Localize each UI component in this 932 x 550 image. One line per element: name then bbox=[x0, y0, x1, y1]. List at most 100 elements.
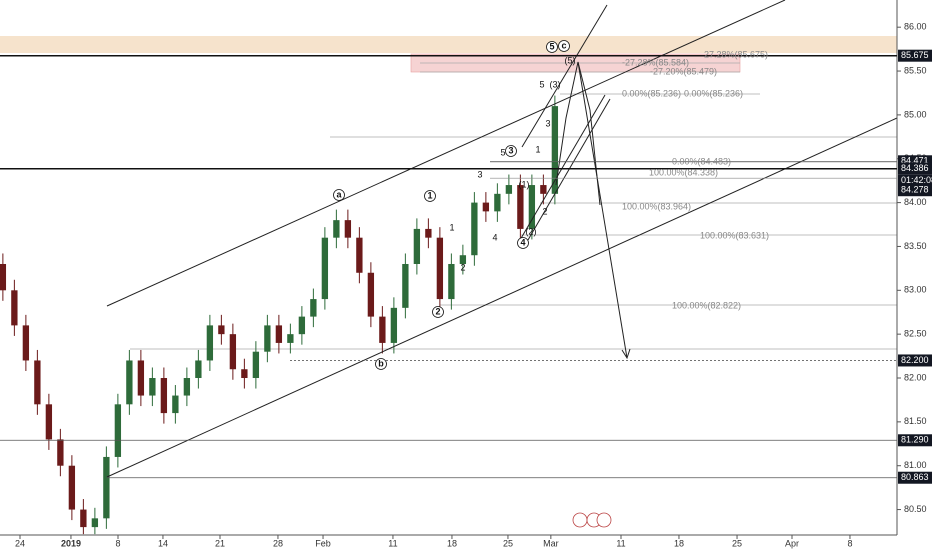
wave-label: (2) bbox=[526, 226, 537, 236]
wave-circle bbox=[424, 190, 436, 202]
candle-body bbox=[57, 439, 64, 466]
wave-label: 3 bbox=[508, 145, 513, 155]
drawings bbox=[106, 0, 898, 478]
candles bbox=[0, 95, 559, 535]
event-icon bbox=[572, 512, 588, 528]
wave-circle bbox=[333, 189, 345, 201]
price-label-box bbox=[898, 354, 932, 367]
candle-body bbox=[505, 185, 513, 194]
candle-body bbox=[494, 193, 501, 212]
candle-body bbox=[22, 325, 30, 361]
wave-label: 3 bbox=[477, 169, 482, 179]
x-tick-label: 8 bbox=[115, 538, 120, 548]
candle-body bbox=[540, 185, 547, 194]
x-tick-label: Apr bbox=[785, 538, 799, 548]
y-tick-label: 81.50 bbox=[904, 416, 927, 426]
wave-label: 2 bbox=[460, 262, 465, 272]
price-label: 84.278 bbox=[901, 185, 929, 195]
candle-body bbox=[172, 395, 179, 414]
y-tick-label: 82.50 bbox=[904, 329, 927, 339]
candle-body bbox=[471, 202, 478, 256]
price-label: 84.386 bbox=[901, 163, 929, 173]
candle-body bbox=[356, 237, 363, 273]
fib-label: -27.20%(85.479) bbox=[650, 66, 717, 76]
candle-body bbox=[459, 255, 467, 264]
candle-body bbox=[160, 378, 168, 414]
countdown: 01:42:08 bbox=[901, 175, 932, 185]
fib-label: 100.00%(83.631) bbox=[700, 230, 769, 240]
candle-body bbox=[91, 518, 99, 528]
fib-lines bbox=[130, 62, 897, 350]
candle-body bbox=[103, 456, 110, 519]
candle-body bbox=[80, 509, 87, 528]
wave-circle bbox=[505, 145, 517, 157]
candle-body bbox=[310, 299, 317, 317]
candle-body bbox=[482, 202, 490, 212]
wave-label: 5 bbox=[500, 147, 505, 157]
candle-body bbox=[149, 378, 156, 396]
candle-body bbox=[264, 325, 271, 352]
wave-label: 2 bbox=[542, 206, 547, 216]
candle-body bbox=[11, 290, 18, 326]
candle-body bbox=[218, 325, 225, 335]
y-tick-label: 86.00 bbox=[904, 22, 927, 32]
wave-label: 5 bbox=[539, 79, 544, 89]
price-label: 85.675 bbox=[901, 50, 929, 60]
candle-body bbox=[390, 307, 398, 343]
arrow-head bbox=[621, 348, 631, 360]
price-label: 81.290 bbox=[901, 435, 929, 445]
fib-label: 100.00%(83.964) bbox=[622, 201, 691, 211]
x-tick-label: 25 bbox=[732, 538, 742, 548]
wave-path bbox=[589, 109, 601, 206]
fib-label: 100.00%(84.338) bbox=[649, 167, 718, 177]
price-label-box bbox=[898, 162, 932, 175]
candle-body bbox=[114, 404, 122, 457]
wave-label: 2 bbox=[435, 306, 440, 316]
x-tick-label: 14 bbox=[158, 538, 168, 548]
wave-circle bbox=[558, 40, 570, 52]
wave-label: 3 bbox=[545, 118, 550, 128]
price-label-box bbox=[898, 471, 932, 484]
wave-label: 1 bbox=[535, 144, 540, 154]
candle-body bbox=[379, 316, 386, 343]
y-tick-label: 83.00 bbox=[904, 285, 927, 295]
candle-body bbox=[425, 228, 432, 238]
wave-label: 5 bbox=[549, 41, 554, 51]
wave-label: (3) bbox=[550, 79, 561, 89]
candle-body bbox=[413, 228, 421, 264]
candle-body bbox=[137, 360, 145, 396]
candle-body bbox=[0, 263, 7, 291]
wave-label: 1 bbox=[449, 222, 454, 232]
x-tick-label: 18 bbox=[447, 538, 457, 548]
price-label: 80.863 bbox=[901, 472, 929, 482]
x-tick-label: 21 bbox=[215, 538, 225, 548]
y-tick-label: 84.00 bbox=[904, 197, 927, 207]
candle-body bbox=[241, 369, 248, 379]
wave-label: b bbox=[378, 358, 384, 368]
candle-body bbox=[183, 378, 191, 396]
candle-body bbox=[206, 325, 214, 361]
candle-body bbox=[528, 185, 536, 229]
y-tick-label: 83.50 bbox=[904, 241, 927, 251]
price-label: 82.200 bbox=[901, 355, 929, 365]
candle-body bbox=[367, 272, 375, 317]
wave-label: c bbox=[561, 40, 566, 50]
candle-body bbox=[448, 263, 455, 300]
x-tick-label: Mar bbox=[543, 538, 559, 548]
y-tick-label: 85.50 bbox=[904, 65, 927, 75]
candle-body bbox=[333, 220, 340, 238]
price-label-box bbox=[898, 49, 932, 62]
channel-lower bbox=[106, 117, 898, 478]
fib-label: -27.28%(85.584) bbox=[622, 57, 689, 67]
candle-body bbox=[287, 334, 294, 343]
candle-body bbox=[68, 465, 76, 510]
price-label-box bbox=[898, 434, 932, 447]
candle-body bbox=[436, 237, 444, 300]
candle-body bbox=[344, 220, 352, 238]
candle-body bbox=[195, 360, 202, 379]
wave-circle bbox=[432, 306, 444, 318]
x-tick-label: 25 bbox=[503, 538, 513, 548]
countdown-box bbox=[898, 174, 932, 187]
x-tick-label: 2019 bbox=[61, 538, 81, 548]
